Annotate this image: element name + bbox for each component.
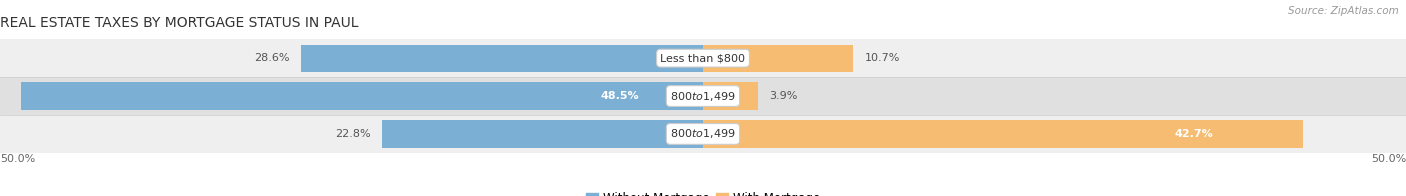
Legend: Without Mortgage, With Mortgage: Without Mortgage, With Mortgage	[581, 187, 825, 196]
Text: Source: ZipAtlas.com: Source: ZipAtlas.com	[1288, 6, 1399, 16]
Text: 10.7%: 10.7%	[865, 53, 900, 63]
Bar	[0, 115, 1406, 153]
Text: Less than $800: Less than $800	[661, 53, 745, 63]
Text: 50.0%: 50.0%	[1371, 154, 1406, 164]
Bar	[301, 44, 703, 72]
Text: 28.6%: 28.6%	[254, 53, 290, 63]
Text: $800 to $1,499: $800 to $1,499	[671, 127, 735, 140]
Bar	[703, 44, 853, 72]
Bar	[703, 120, 1303, 148]
Text: 48.5%: 48.5%	[600, 91, 640, 101]
Bar	[703, 82, 758, 110]
Text: $800 to $1,499: $800 to $1,499	[671, 90, 735, 103]
Bar	[21, 82, 703, 110]
Text: 50.0%: 50.0%	[0, 154, 35, 164]
Bar	[0, 77, 1406, 115]
Text: 42.7%: 42.7%	[1174, 129, 1213, 139]
Bar	[382, 120, 703, 148]
Bar	[0, 39, 1406, 77]
Text: 3.9%: 3.9%	[769, 91, 797, 101]
Text: REAL ESTATE TAXES BY MORTGAGE STATUS IN PAUL: REAL ESTATE TAXES BY MORTGAGE STATUS IN …	[0, 16, 359, 30]
Text: 22.8%: 22.8%	[336, 129, 371, 139]
